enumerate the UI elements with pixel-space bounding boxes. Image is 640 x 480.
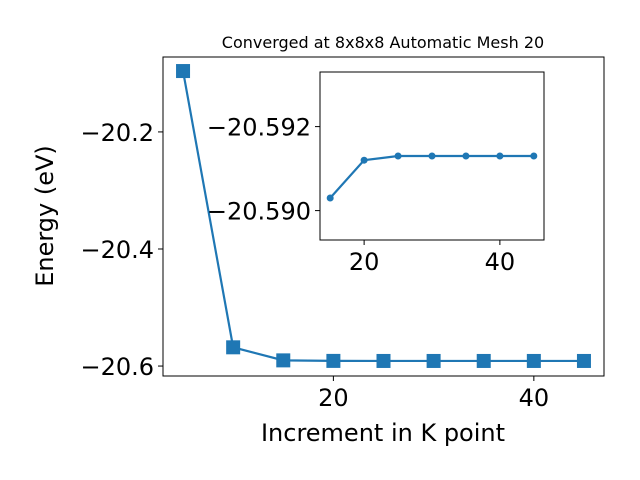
y-tick-label: −20.6 bbox=[80, 353, 154, 381]
chart-title: Converged at 8x8x8 Automatic Mesh 20 bbox=[222, 33, 544, 52]
marker bbox=[426, 353, 441, 368]
marker bbox=[326, 353, 341, 368]
y-axis-label: Energy (eV) bbox=[31, 145, 59, 287]
y-tick-label: −20.2 bbox=[80, 119, 154, 147]
marker bbox=[476, 353, 491, 368]
marker bbox=[526, 353, 541, 368]
y-tick-label: −20.592 bbox=[207, 114, 311, 142]
marker bbox=[496, 152, 504, 160]
x-tick-label: 20 bbox=[349, 248, 380, 276]
marker bbox=[326, 194, 334, 202]
marker bbox=[226, 340, 241, 355]
marker bbox=[428, 152, 436, 160]
y-tick-label: −20.590 bbox=[207, 198, 311, 226]
x-axis-label: Increment in K point bbox=[261, 419, 505, 447]
x-tick-label: 20 bbox=[318, 384, 349, 412]
marker bbox=[276, 353, 291, 368]
marker bbox=[176, 64, 191, 79]
marker bbox=[360, 156, 368, 164]
y-tick-label: −20.4 bbox=[80, 236, 154, 264]
marker bbox=[576, 353, 591, 368]
marker bbox=[530, 152, 538, 160]
marker bbox=[394, 152, 402, 160]
x-tick-label: 40 bbox=[519, 384, 550, 412]
marker bbox=[462, 152, 470, 160]
x-tick-label: 40 bbox=[485, 248, 516, 276]
marker bbox=[376, 353, 391, 368]
